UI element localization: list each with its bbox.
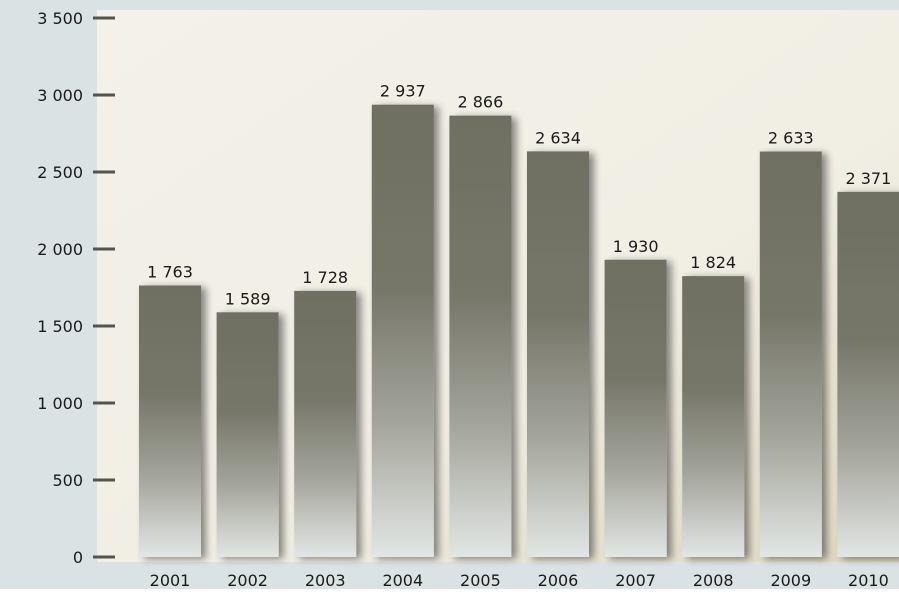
y-tick-label: 3 000 <box>37 86 83 105</box>
data-label-2009: 2 633 <box>768 129 814 148</box>
x-tick-label-2003: 2003 <box>305 571 346 589</box>
y-tick-label: 500 <box>52 471 83 490</box>
data-label-2007: 1 930 <box>613 237 659 256</box>
data-label-2001: 1 763 <box>147 262 193 281</box>
bar-2003 <box>294 290 357 557</box>
bar-2002 <box>216 312 279 557</box>
bar-2007 <box>604 259 667 557</box>
bar-2009 <box>759 151 822 557</box>
x-tick-label-2004: 2004 <box>382 571 423 589</box>
data-label-2005: 2 866 <box>457 93 503 112</box>
x-tick-label-2006: 2006 <box>538 571 579 589</box>
bar-2004 <box>371 104 434 558</box>
x-tick-label-2005: 2005 <box>460 571 501 589</box>
y-tick-label: 3 500 <box>37 9 83 28</box>
x-tick-label-2010: 2010 <box>848 571 889 589</box>
bar-2001 <box>139 285 201 557</box>
data-label-2006: 2 634 <box>535 128 581 147</box>
x-tick-label-2002: 2002 <box>227 571 268 589</box>
bar-2010 <box>837 191 899 557</box>
x-axis-labels: 2001 2002 2003 2004 2005 2006 2007 2008 2009 2010 <box>150 571 889 590</box>
y-axis: 0 500 1 000 1 500 2 000 2 500 3 000 3 500 <box>37 9 115 567</box>
bar-2008 <box>682 276 745 557</box>
x-tick-label-2001: 2001 <box>150 571 191 589</box>
bar-2006 <box>527 151 589 557</box>
data-label-2008: 1 824 <box>690 253 736 272</box>
bars-group <box>139 104 899 558</box>
x-tick-label-2008: 2008 <box>693 571 734 589</box>
y-tick-label: 2 000 <box>37 240 83 259</box>
x-tick-label-2007: 2007 <box>615 571 656 589</box>
data-label-2003: 1 728 <box>302 268 348 287</box>
data-label-2010: 2 371 <box>845 169 891 188</box>
y-tick-label: 0 <box>73 548 83 567</box>
data-label-2002: 1 589 <box>225 289 271 308</box>
y-tick-label: 2 500 <box>37 163 83 182</box>
bar-2005 <box>449 115 512 558</box>
value-labels-group: 1 763 1 589 1 728 2 937 2 866 2 634 1 930 1 824… <box>147 82 891 309</box>
y-tick-label: 1 000 <box>37 394 83 413</box>
data-label-2004: 2 937 <box>380 82 426 101</box>
x-tick-label-2009: 2009 <box>770 571 811 589</box>
y-tick-label: 1 500 <box>37 317 83 336</box>
